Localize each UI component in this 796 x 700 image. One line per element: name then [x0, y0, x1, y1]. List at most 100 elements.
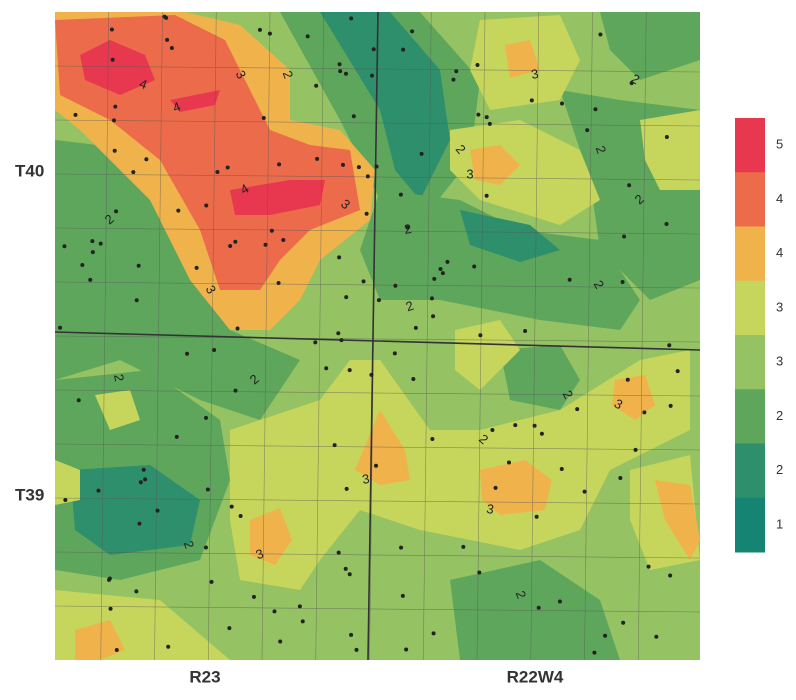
well	[419, 151, 424, 156]
grid-line	[584, 12, 593, 660]
well	[228, 244, 233, 249]
well	[399, 545, 404, 550]
well	[110, 57, 115, 62]
well	[205, 487, 210, 492]
zone	[450, 560, 620, 660]
zone	[230, 180, 325, 215]
legend-swatch	[735, 443, 765, 499]
well	[278, 639, 283, 644]
contour-label: 2	[593, 144, 610, 156]
well	[339, 338, 344, 343]
well	[539, 431, 544, 436]
well	[137, 521, 142, 526]
zone	[450, 120, 600, 225]
well	[431, 631, 436, 636]
legend-swatch	[735, 118, 765, 173]
well	[96, 488, 101, 493]
well	[347, 368, 352, 373]
grid-line	[55, 227, 700, 235]
well	[98, 241, 103, 246]
legend-label: 2	[776, 462, 783, 477]
well	[114, 647, 119, 652]
zone	[75, 620, 125, 660]
well	[164, 15, 169, 20]
zone	[612, 375, 655, 420]
well	[58, 325, 63, 330]
well	[454, 69, 459, 74]
well	[373, 463, 378, 468]
well	[134, 589, 139, 594]
well	[675, 369, 680, 374]
grid-line	[422, 12, 432, 660]
well	[185, 351, 190, 356]
well	[506, 460, 511, 465]
well	[174, 434, 179, 439]
well	[314, 83, 319, 88]
range-label: R22W4	[507, 667, 564, 686]
well	[155, 508, 160, 513]
well	[432, 276, 437, 281]
well	[76, 398, 81, 403]
well	[340, 162, 345, 167]
well	[229, 504, 234, 509]
well	[536, 605, 541, 610]
grid-line	[55, 119, 700, 127]
well	[664, 135, 669, 140]
legend-label: 4	[776, 191, 783, 206]
well	[633, 447, 638, 452]
contour-label: 2	[181, 539, 198, 551]
well	[112, 148, 117, 153]
well	[642, 410, 647, 415]
well	[532, 423, 537, 428]
well	[557, 599, 562, 604]
well	[227, 626, 232, 631]
well	[598, 32, 603, 37]
well	[401, 47, 406, 52]
well	[134, 298, 139, 303]
contour-map	[55, 12, 700, 660]
zone	[500, 345, 580, 410]
legend: 5 4 4 3 3 2 2 1	[735, 118, 783, 553]
contour-label: 2	[513, 589, 530, 601]
well	[315, 156, 320, 161]
well	[338, 69, 343, 74]
well	[592, 650, 597, 655]
legend-label: 4	[776, 245, 783, 260]
well	[411, 376, 416, 381]
legend-swatch	[735, 280, 765, 336]
well	[337, 62, 342, 67]
well	[445, 259, 450, 264]
well	[575, 407, 580, 412]
well	[585, 128, 590, 133]
well	[529, 98, 534, 103]
well	[305, 34, 310, 39]
well	[654, 634, 659, 639]
wells	[58, 14, 680, 655]
well	[477, 570, 482, 575]
well	[108, 606, 113, 611]
zone	[360, 190, 640, 330]
well	[351, 114, 356, 119]
zone	[600, 12, 700, 80]
well	[582, 489, 587, 494]
well	[324, 366, 329, 371]
well	[267, 31, 272, 36]
zone	[470, 145, 520, 185]
well	[625, 377, 630, 382]
well	[560, 101, 565, 106]
well	[203, 415, 208, 420]
well	[369, 372, 374, 377]
well	[113, 104, 118, 109]
legend-swatch	[735, 497, 765, 553]
well	[369, 73, 374, 78]
contour-label: 2	[404, 298, 416, 315]
zone	[655, 480, 700, 560]
well	[371, 47, 376, 52]
contour-label: 2	[280, 69, 297, 81]
legend-swatch	[735, 172, 765, 227]
well	[238, 514, 243, 519]
well	[429, 296, 434, 301]
grid-line	[55, 605, 700, 613]
well	[269, 228, 274, 233]
well	[622, 234, 627, 239]
